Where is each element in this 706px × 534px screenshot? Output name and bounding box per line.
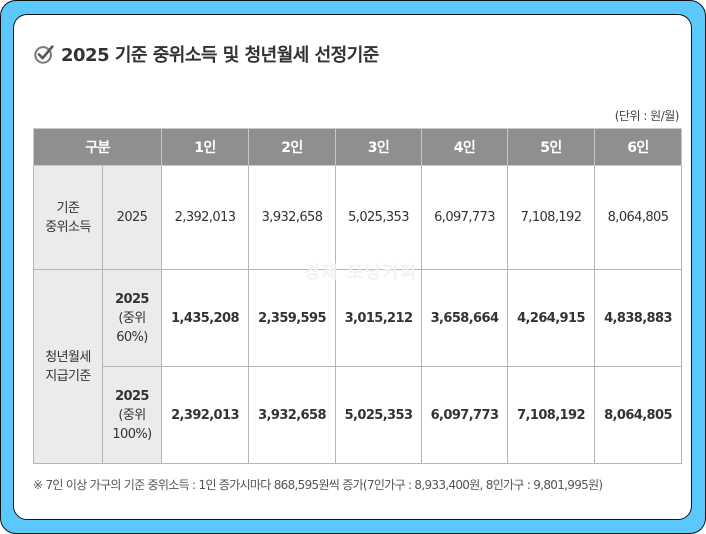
value-cell: 3,658,664 [421, 269, 508, 367]
page-title: 2025 기준 중위소득 및 청년월세 선정기준 [33, 41, 379, 67]
header-4person: 4인 [421, 128, 508, 166]
value-cell: 6,097,773 [421, 366, 508, 464]
table-row: 청년월세 지급기준 2025 (중위 60%) 1,435,208 2,359,… [33, 269, 682, 464]
header-category: 구분 [33, 128, 162, 166]
value-cell: 4,264,915 [507, 269, 595, 367]
table-row: 기준 중위소득 2025 2,392,013 3,932,658 5,025,3… [33, 165, 682, 270]
value-cell: 5,025,353 [335, 366, 422, 464]
sub-label: 2025 (중위 100%) [102, 366, 162, 464]
value-cell: 3,015,212 [335, 269, 422, 367]
value-cell: 7,108,192 [507, 165, 595, 270]
sub-label-line: 2025 [115, 388, 149, 404]
sub-label: 2025 (중위 60%) [102, 269, 162, 367]
sub-label-line: 100%) [112, 426, 152, 442]
group-label-line: 중위소득 [45, 219, 91, 235]
header-1person: 1인 [161, 128, 249, 166]
group-label-line: 청년월세 [45, 349, 91, 365]
header-row: 구분 1인 2인 3인 4인 5인 6인 [33, 128, 682, 166]
income-table: 구분 1인 2인 3인 4인 5인 6인 기준 중위소득 2025 2,392,… [33, 128, 682, 464]
header-2person: 2인 [248, 128, 336, 166]
value-cell: 2,359,595 [248, 269, 336, 367]
group-label-median-income: 기준 중위소득 [33, 165, 103, 270]
sub-label-line: 60%) [116, 329, 148, 345]
header-5person: 5인 [507, 128, 595, 166]
header-3person: 3인 [335, 128, 422, 166]
sub-label-line: 2025 [116, 210, 148, 225]
sub-label-line: (중위 [118, 407, 146, 423]
value-cell: 7,108,192 [507, 366, 595, 464]
value-cell: 2,392,013 [161, 366, 249, 464]
content-card: 2025 기준 중위소득 및 청년월세 선정기준 (단위 : 원/월) 구분 1… [13, 14, 692, 520]
header-6person: 6인 [594, 128, 682, 166]
footnote: ※ 7인 이상 가구의 기준 중위소득 : 1인 증가시마다 868,595원씩… [33, 478, 603, 492]
value-cell: 4,838,883 [594, 269, 682, 367]
group-label-line: 기준 [56, 200, 80, 216]
sub-label: 2025 [102, 165, 162, 270]
check-circle-icon [34, 45, 54, 64]
unit-label: (단위 : 원/월) [614, 109, 680, 123]
value-cell: 8,064,805 [594, 165, 682, 270]
value-cell: 2,392,013 [161, 165, 249, 270]
sub-label-line: (중위 [118, 310, 146, 326]
value-cell: 8,064,805 [594, 366, 682, 464]
group-label-youth-rent: 청년월세 지급기준 [33, 269, 103, 464]
group-label-line: 지급기준 [45, 368, 91, 384]
value-cell: 3,932,658 [248, 165, 336, 270]
table-row: 2025 (중위 100%) 2,392,013 3,932,658 5,025… [34, 366, 682, 464]
sub-label-line: 2025 [115, 291, 149, 307]
value-cell: 5,025,353 [335, 165, 422, 270]
title-text: 2025 기준 중위소득 및 청년월세 선정기준 [61, 45, 379, 66]
value-cell: 1,435,208 [161, 269, 249, 367]
value-cell: 3,932,658 [248, 366, 336, 464]
value-cell: 6,097,773 [421, 165, 508, 270]
